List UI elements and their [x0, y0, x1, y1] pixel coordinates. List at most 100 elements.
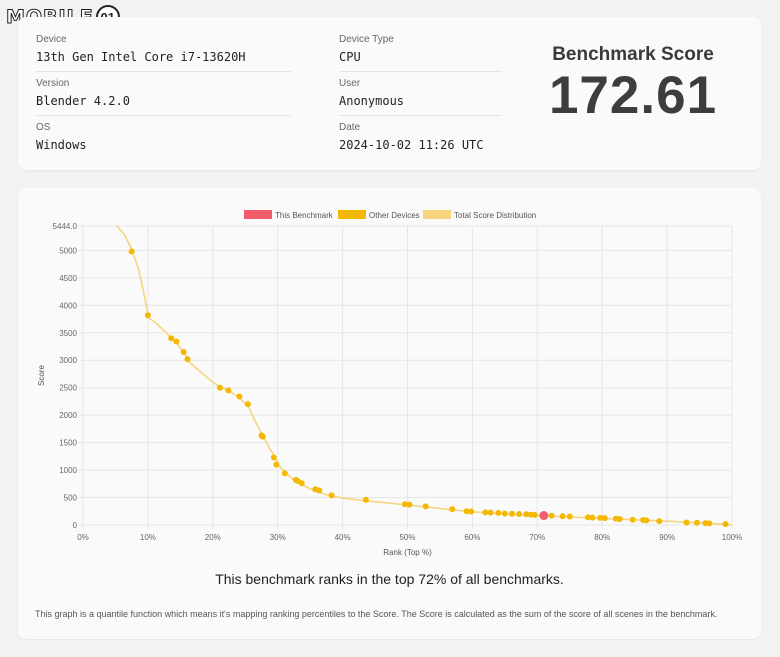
other-device-point	[273, 461, 280, 468]
other-device-point	[362, 496, 369, 503]
date-label: Date	[339, 122, 361, 133]
y-tick-label: 4000	[59, 301, 77, 310]
device-field: Device 13th Gen Intel Core i7-13620H	[36, 34, 291, 72]
x-tick-label: 90%	[659, 533, 675, 542]
benchmark-score-title: Benchmark Score	[552, 44, 714, 65]
other-device-point	[584, 514, 591, 521]
x-tick-label: 0%	[77, 533, 89, 542]
other-device-point	[722, 521, 729, 528]
os-field: OS Windows	[36, 122, 291, 159]
x-tick-label: 40%	[335, 533, 351, 542]
other-device-point	[422, 503, 429, 510]
legend-label: This Benchmark	[275, 211, 334, 220]
chart-card: 5444.0 5000 4500 4000 3500 3000 2500 2000 1500 10…	[18, 188, 761, 639]
other-device-point	[449, 506, 456, 513]
os-value: Windows	[36, 138, 87, 152]
other-device-point	[693, 519, 700, 526]
other-device-point	[316, 487, 323, 494]
x-tick-label: 50%	[399, 533, 415, 542]
other-device-point	[487, 509, 494, 516]
other-device-point	[629, 516, 636, 523]
version-value: Blender 4.2.0	[36, 94, 291, 116]
this-benchmark-point	[539, 511, 549, 521]
date-field: Date 2024-10-02 11:26 UTC	[339, 122, 502, 159]
other-device-point	[643, 517, 650, 524]
x-tick-label: 60%	[464, 533, 480, 542]
device-type-label: Device Type	[339, 34, 394, 45]
legend-swatch	[423, 210, 451, 219]
y-tick-label: 3000	[59, 356, 77, 365]
legend-swatch	[244, 210, 272, 219]
other-device-point	[601, 515, 608, 522]
other-device-point	[597, 514, 604, 521]
rank-summary: This benchmark ranks in the top 72% of a…	[215, 571, 564, 587]
chart-note: This graph is a quantile function which …	[35, 609, 718, 619]
device-type-field: Device Type CPU	[339, 34, 502, 72]
other-device-point	[180, 348, 187, 355]
other-device-point	[566, 513, 573, 520]
os-label: OS	[36, 122, 51, 133]
benchmark-info-card: Device 13th Gen Intel Core i7-13620H Ver…	[18, 17, 761, 170]
other-device-point	[328, 492, 335, 499]
other-device-point	[508, 510, 515, 517]
other-device-point	[531, 511, 538, 518]
other-device-point	[406, 501, 413, 508]
y-tick-label: 1500	[59, 439, 77, 448]
other-device-point	[523, 511, 530, 518]
other-device-point	[559, 513, 566, 520]
version-label: Version	[36, 78, 70, 89]
legend-label: Other Devices	[369, 211, 420, 220]
x-tick-label: 20%	[205, 533, 221, 542]
device-label: Device	[36, 34, 67, 45]
other-device-point	[683, 519, 690, 526]
other-device-point	[495, 509, 502, 516]
y-tick-label: 5444.0	[53, 222, 78, 231]
y-tick-label: 4500	[59, 274, 77, 283]
other-device-point	[259, 433, 266, 440]
y-tick-label: 5000	[59, 246, 77, 255]
other-device-point	[501, 510, 508, 517]
other-device-point	[281, 470, 288, 477]
y-tick-label: 2000	[59, 411, 77, 420]
x-tick-label: 80%	[594, 533, 610, 542]
other-device-point	[656, 518, 663, 525]
x-tick-label: 100%	[722, 533, 742, 542]
distribution-line	[116, 225, 733, 526]
other-device-point	[144, 312, 151, 319]
other-device-point	[244, 401, 251, 408]
other-device-point	[298, 480, 305, 487]
other-device-point	[270, 454, 277, 461]
other-device-point	[548, 512, 555, 519]
other-device-point	[616, 515, 623, 522]
date-value: 2024-10-02 11:26 UTC	[339, 138, 484, 152]
other-device-point	[482, 509, 489, 516]
other-device-point	[706, 520, 713, 527]
device-type-value: CPU	[339, 50, 502, 72]
other-device-point	[168, 335, 175, 342]
y-tick-label: 500	[64, 494, 78, 503]
other-device-point	[468, 508, 475, 515]
user-field: User Anonymous	[339, 78, 502, 116]
y-tick-label: 2500	[59, 384, 77, 393]
other-device-point	[216, 384, 223, 391]
other-device-point	[128, 248, 135, 255]
legend-label: Total Score Distribution	[454, 211, 536, 220]
other-device-point	[225, 387, 232, 394]
version-field: Version Blender 4.2.0	[36, 78, 291, 116]
user-value: Anonymous	[339, 94, 502, 116]
user-label: User	[339, 78, 361, 89]
other-device-point	[516, 511, 523, 518]
x-tick-label: 10%	[140, 533, 156, 542]
legend-swatch	[338, 210, 366, 219]
y-tick-label: 1000	[59, 466, 77, 475]
y-tick-label: 3500	[59, 329, 77, 338]
other-device-point	[236, 393, 243, 400]
other-device-point	[184, 356, 191, 363]
device-value: 13th Gen Intel Core i7-13620H	[36, 50, 291, 72]
y-axis-title: Score	[37, 365, 46, 386]
x-tick-label: 70%	[529, 533, 545, 542]
x-axis-title: Rank (Top %)	[383, 548, 432, 557]
other-device-point	[173, 338, 180, 345]
quantile-chart: 5444.0 5000 4500 4000 3500 3000 2500 2000 1500 10…	[37, 210, 742, 557]
other-device-point	[401, 501, 408, 508]
